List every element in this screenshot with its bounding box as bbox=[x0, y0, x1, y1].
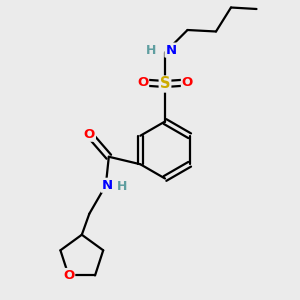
Text: O: O bbox=[137, 76, 148, 89]
Text: O: O bbox=[84, 128, 95, 141]
Text: S: S bbox=[160, 76, 170, 92]
Text: O: O bbox=[182, 76, 193, 89]
Text: H: H bbox=[117, 180, 128, 193]
Text: O: O bbox=[63, 269, 74, 282]
Text: N: N bbox=[165, 44, 177, 57]
Text: H: H bbox=[146, 44, 157, 57]
Text: N: N bbox=[102, 179, 113, 192]
